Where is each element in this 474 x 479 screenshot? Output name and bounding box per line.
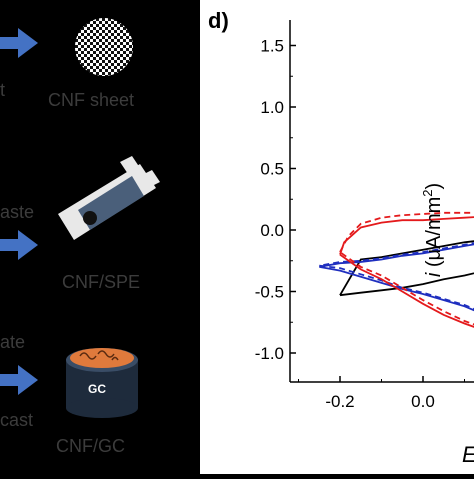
row3-left-text-bottom: cast xyxy=(0,410,34,430)
gc-label: GC xyxy=(88,382,106,396)
y-tick-label: 0.5 xyxy=(260,160,284,179)
y-ticks: -1.0 -0.5 0.0 0.5 1.0 1.5 xyxy=(255,37,296,363)
y-tick-label: -1.0 xyxy=(255,344,284,363)
arrow-icon xyxy=(0,365,38,395)
schematic-graphics xyxy=(0,18,160,418)
y-tick-label: 1.0 xyxy=(260,98,284,117)
y-tick-label: 0.0 xyxy=(260,221,284,240)
y-tick-label: 1.5 xyxy=(260,37,284,56)
chart-panel: d) -1.0 -0.5 0.0 0.5 1.0 1.5 -0.2 0.0 i (μA/mm… xyxy=(200,0,474,474)
row1-left-text: t xyxy=(0,80,6,100)
cv-chart: -1.0-0.50.00.51.01.5 -0.2 0.0 i (μA/mm2) … xyxy=(255,20,474,467)
x-axis-label: E xyxy=(462,442,474,467)
glassy-carbon-electrode-icon xyxy=(66,348,138,418)
series-line-3 xyxy=(339,216,474,328)
row3-left-text-top: ate xyxy=(0,332,26,352)
series-line-0 xyxy=(339,240,474,297)
series-line-2 xyxy=(319,242,474,310)
arrow-icon xyxy=(0,28,38,58)
row2-left-text: aste xyxy=(0,202,35,222)
y-tick-label: -0.5 xyxy=(255,283,284,302)
x-tick-label: 0.0 xyxy=(411,392,435,411)
cnf-sheet-caption: CNF sheet xyxy=(48,90,135,110)
series-group xyxy=(319,211,474,328)
x-ticks: -0.2 0.0 xyxy=(298,376,465,411)
cnf-sheet-icon xyxy=(75,18,133,76)
arrow-icon xyxy=(0,230,38,260)
cnf-spe-caption: CNF/SPE xyxy=(62,272,141,292)
x-tick-label: -0.2 xyxy=(325,392,354,411)
cnf-gc-caption: CNF/GC xyxy=(56,436,125,456)
schematic-panel: t CNF sheet aste CNF/SPE ate cast GC CNF… xyxy=(0,0,200,474)
series-line-4 xyxy=(339,211,474,326)
screen-printed-electrode-icon xyxy=(58,156,160,240)
panel-label: d) xyxy=(208,8,229,33)
y-axis-label: i (μA/mm2) xyxy=(420,183,445,277)
